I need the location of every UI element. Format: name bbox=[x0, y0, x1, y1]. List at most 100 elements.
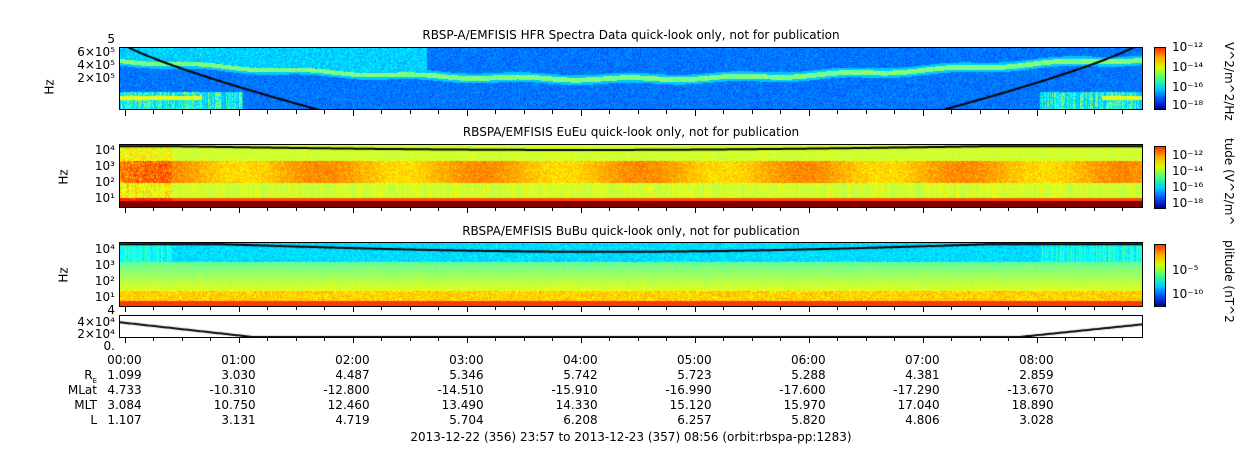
time-tick bbox=[723, 207, 725, 211]
time-tick bbox=[238, 110, 240, 116]
time-tick bbox=[324, 110, 326, 114]
time-label: 08:00 bbox=[1019, 353, 1054, 367]
time-tick bbox=[295, 207, 297, 211]
time-tick bbox=[552, 207, 554, 211]
time-tick bbox=[1093, 207, 1095, 211]
ephemeris-value: 6.208 bbox=[563, 413, 598, 427]
time-tick bbox=[979, 337, 981, 341]
ephemeris-row-label: MLT bbox=[74, 398, 97, 412]
time-tick bbox=[466, 207, 468, 213]
time-tick bbox=[267, 110, 269, 114]
time-tick bbox=[1036, 337, 1038, 343]
ephemeris-value: 3.030 bbox=[221, 368, 256, 382]
time-tick bbox=[979, 207, 981, 211]
time-tick bbox=[1093, 110, 1095, 114]
time-tick bbox=[124, 110, 126, 116]
time-tick bbox=[153, 207, 155, 211]
time-range-footer: 2013-12-22 (356) 23:57 to 2013-12-23 (35… bbox=[410, 430, 852, 444]
cb2-tick: 10⁻¹² bbox=[1172, 148, 1204, 162]
ephemeris-value: 10.750 bbox=[213, 398, 256, 412]
ephemeris-value: 4.806 bbox=[905, 413, 940, 427]
time-tick bbox=[409, 306, 411, 310]
time-tick bbox=[808, 337, 810, 343]
ephemeris-value: 3.028 bbox=[1019, 413, 1054, 427]
time-tick bbox=[238, 207, 240, 213]
time-tick bbox=[865, 306, 867, 310]
time-tick bbox=[666, 110, 668, 114]
time-tick bbox=[495, 306, 497, 310]
time-tick bbox=[808, 110, 810, 116]
time-tick bbox=[865, 337, 867, 341]
time-tick bbox=[637, 207, 639, 211]
time-tick bbox=[295, 306, 297, 310]
time-tick bbox=[238, 306, 240, 312]
panel4-ytick: 2×10⁴ bbox=[77, 327, 115, 341]
ephemeris-row-label: RE bbox=[84, 368, 97, 385]
ephemeris-value: 17.040 bbox=[897, 398, 940, 412]
time-label: 01:00 bbox=[221, 353, 256, 367]
time-tick bbox=[1122, 110, 1124, 114]
time-tick bbox=[438, 306, 440, 310]
time-tick bbox=[523, 110, 525, 114]
time-tick bbox=[466, 337, 468, 343]
panel1-ytick: 2×10⁵ bbox=[77, 71, 115, 85]
time-tick bbox=[1065, 110, 1067, 114]
panel2-ytick: 10³ bbox=[94, 159, 115, 173]
cb2-tick: 10⁻¹⁶ bbox=[1172, 180, 1204, 194]
time-tick bbox=[181, 207, 183, 211]
time-tick bbox=[552, 110, 554, 114]
time-tick bbox=[837, 207, 839, 211]
ephemeris-value: 5.288 bbox=[791, 368, 826, 382]
cb2-tick: 10⁻¹⁸ bbox=[1172, 196, 1204, 210]
ephemeris-value: -13.670 bbox=[1007, 383, 1054, 397]
time-tick bbox=[723, 306, 725, 310]
time-tick bbox=[751, 306, 753, 310]
time-tick bbox=[922, 306, 924, 312]
ephemeris-value: 1.107 bbox=[107, 413, 142, 427]
time-tick bbox=[438, 337, 440, 341]
cb3-tick: 10⁻¹⁰ bbox=[1172, 287, 1204, 301]
time-tick bbox=[666, 207, 668, 211]
time-label: 06:00 bbox=[791, 353, 826, 367]
time-tick bbox=[267, 337, 269, 341]
panel1-ytick: 4×10⁵ bbox=[77, 58, 115, 72]
ephemeris-value: 2.859 bbox=[1019, 368, 1054, 382]
time-tick bbox=[124, 337, 126, 343]
time-tick bbox=[922, 337, 924, 343]
time-tick bbox=[837, 110, 839, 114]
ephemeris-row-label: L bbox=[90, 413, 97, 427]
time-tick bbox=[951, 306, 953, 310]
time-tick bbox=[637, 110, 639, 114]
panel3-ytick: 10⁴ bbox=[94, 242, 115, 256]
panel4-ytick: 0. bbox=[103, 339, 115, 353]
time-tick bbox=[409, 207, 411, 211]
time-tick bbox=[381, 207, 383, 211]
time-tick bbox=[1036, 306, 1038, 312]
time-tick bbox=[694, 110, 696, 116]
ephemeris-value: 5.742 bbox=[563, 368, 598, 382]
time-tick bbox=[922, 207, 924, 213]
time-tick bbox=[324, 207, 326, 211]
time-tick bbox=[409, 337, 411, 341]
time-tick bbox=[780, 337, 782, 341]
cb2-label: tude (V^2/m^ bbox=[1222, 138, 1236, 226]
time-tick bbox=[438, 110, 440, 114]
time-tick bbox=[1065, 207, 1067, 211]
time-tick bbox=[181, 306, 183, 310]
ephemeris-value: 14.330 bbox=[555, 398, 598, 412]
time-tick bbox=[951, 337, 953, 341]
time-tick bbox=[495, 337, 497, 341]
time-tick bbox=[1008, 337, 1010, 341]
time-tick bbox=[894, 306, 896, 310]
time-tick bbox=[637, 337, 639, 341]
panel3-ytick: 10³ bbox=[94, 258, 115, 272]
time-tick bbox=[295, 337, 297, 341]
time-tick bbox=[808, 207, 810, 213]
time-tick bbox=[1122, 207, 1124, 211]
time-tick bbox=[751, 337, 753, 341]
ephemeris-value: -14.510 bbox=[437, 383, 484, 397]
time-label: 07:00 bbox=[905, 353, 940, 367]
panel1-colorbar bbox=[1154, 47, 1166, 110]
time-tick bbox=[153, 306, 155, 310]
